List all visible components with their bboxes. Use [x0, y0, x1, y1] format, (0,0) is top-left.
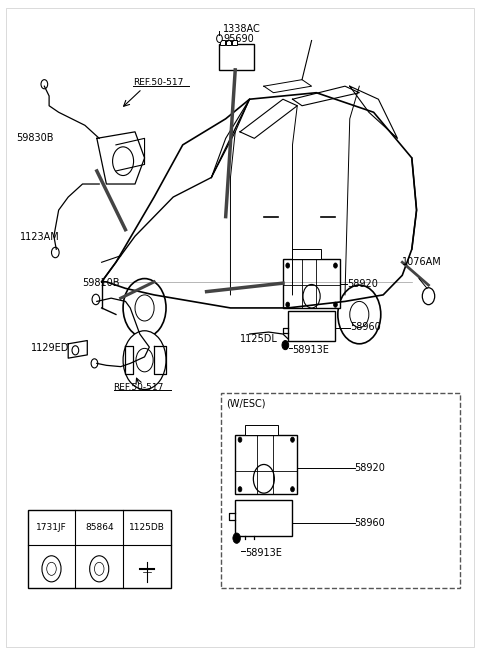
Circle shape: [334, 263, 337, 268]
Circle shape: [286, 263, 289, 268]
Bar: [292, 250, 321, 259]
Text: (W/ESC): (W/ESC): [226, 399, 265, 409]
Circle shape: [216, 35, 222, 43]
Circle shape: [90, 556, 109, 582]
Circle shape: [238, 437, 242, 442]
Text: 1125DB: 1125DB: [129, 523, 165, 532]
Circle shape: [253, 464, 275, 493]
Bar: [245, 425, 278, 435]
Text: 59830B: 59830B: [16, 134, 53, 143]
Text: 58920: 58920: [355, 462, 385, 473]
Circle shape: [290, 437, 294, 442]
Text: 58913E: 58913E: [292, 345, 329, 355]
Text: 59810B: 59810B: [83, 278, 120, 288]
Circle shape: [233, 533, 240, 544]
Bar: [235, 435, 297, 494]
Bar: [283, 259, 340, 308]
Circle shape: [51, 248, 59, 257]
Bar: [288, 311, 336, 341]
Circle shape: [42, 556, 61, 582]
Circle shape: [123, 278, 166, 337]
Text: 1338AC: 1338AC: [223, 24, 261, 34]
Bar: [28, 510, 171, 588]
Text: 58960: 58960: [350, 322, 381, 333]
Text: 1125DL: 1125DL: [240, 333, 278, 344]
Text: 58960: 58960: [355, 518, 385, 528]
Bar: [226, 40, 231, 45]
Circle shape: [92, 294, 100, 305]
Text: 95690: 95690: [223, 34, 254, 45]
Circle shape: [238, 487, 242, 492]
Circle shape: [135, 295, 154, 321]
Text: 1731JF: 1731JF: [36, 523, 67, 532]
Circle shape: [334, 302, 337, 307]
Text: REF.50-517: REF.50-517: [114, 383, 164, 392]
Bar: [232, 40, 237, 45]
Circle shape: [303, 284, 320, 308]
Circle shape: [113, 147, 133, 176]
Text: 1076AM: 1076AM: [402, 257, 442, 267]
Text: 85864: 85864: [85, 523, 114, 532]
Circle shape: [95, 562, 104, 575]
Bar: [235, 500, 292, 536]
Circle shape: [123, 331, 166, 390]
Circle shape: [338, 285, 381, 344]
Circle shape: [47, 562, 56, 575]
Circle shape: [136, 348, 153, 372]
Circle shape: [282, 341, 288, 350]
Circle shape: [41, 80, 48, 89]
Circle shape: [350, 301, 369, 328]
Bar: [220, 40, 225, 45]
Text: 58913E: 58913E: [245, 548, 282, 557]
Text: REF.50-517: REF.50-517: [132, 79, 183, 87]
Text: 1123AM: 1123AM: [20, 233, 59, 242]
Text: 1129ED: 1129ED: [31, 343, 69, 353]
Circle shape: [91, 359, 98, 368]
Circle shape: [422, 288, 435, 305]
Bar: [221, 393, 459, 588]
Bar: [218, 44, 254, 70]
Text: 58920: 58920: [348, 279, 378, 289]
Circle shape: [286, 302, 289, 307]
Circle shape: [290, 487, 294, 492]
Circle shape: [72, 346, 79, 355]
